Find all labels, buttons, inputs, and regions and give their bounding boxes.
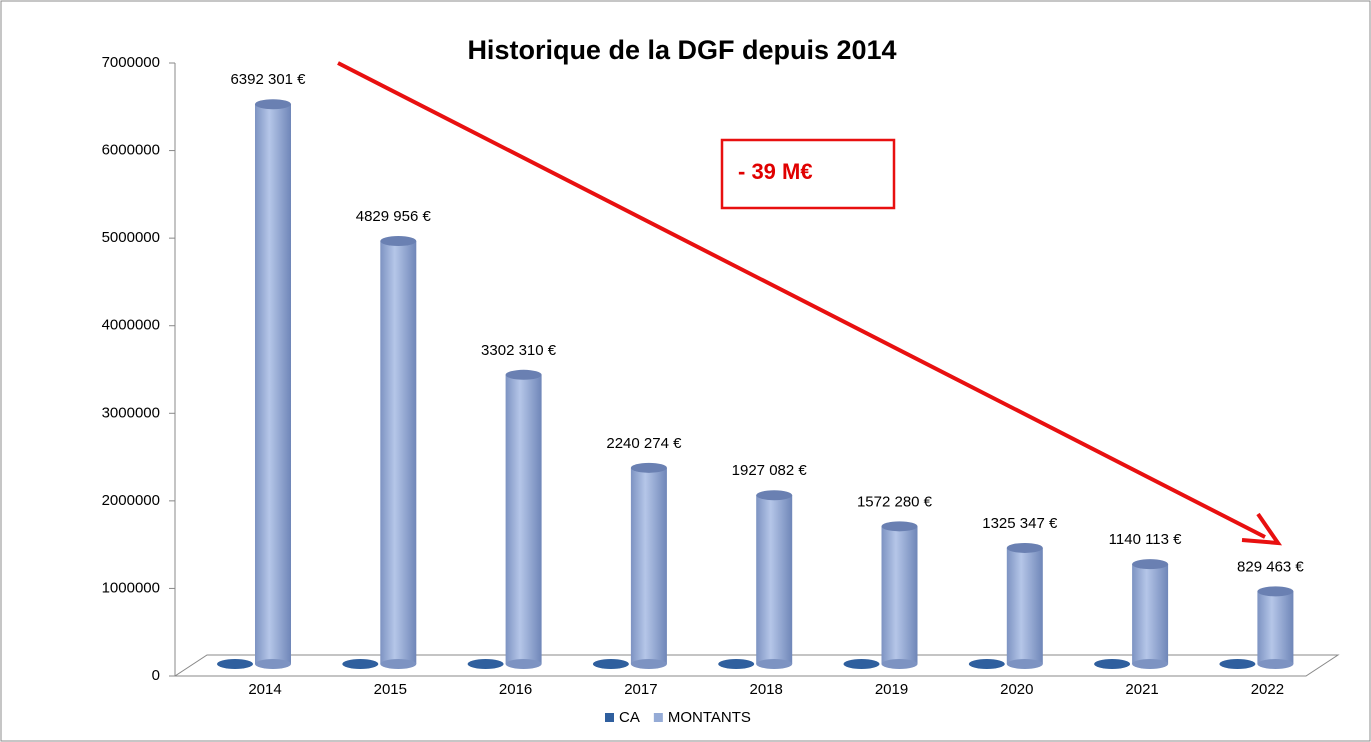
x-tick-label: 2021 bbox=[1125, 681, 1158, 698]
bar-base bbox=[881, 659, 918, 669]
x-tick-label: 2017 bbox=[624, 681, 657, 698]
y-tick-label: 5000000 bbox=[102, 229, 160, 246]
bar bbox=[630, 467, 667, 664]
legend-label: MONTANTS bbox=[668, 709, 751, 726]
bar bbox=[968, 659, 1005, 669]
y-tick-label: 7000000 bbox=[102, 54, 160, 71]
y-tick-label: 1000000 bbox=[102, 579, 160, 596]
x-tick-label: 2018 bbox=[750, 681, 783, 698]
arrow-head bbox=[1241, 512, 1283, 546]
x-tick-label: 2015 bbox=[374, 681, 407, 698]
bar bbox=[843, 659, 880, 669]
bar bbox=[380, 241, 417, 664]
bar bbox=[255, 104, 291, 665]
value-label: 2240 274 € bbox=[606, 435, 682, 452]
value-label: 6392 301 € bbox=[230, 71, 306, 88]
value-label: 1572 280 € bbox=[857, 493, 933, 510]
bar bbox=[1219, 659, 1256, 669]
x-tick-label: 2014 bbox=[248, 681, 281, 698]
bar-top bbox=[380, 236, 417, 247]
bar-base bbox=[255, 659, 291, 669]
bar bbox=[592, 659, 629, 669]
y-tick-label: 2000000 bbox=[102, 492, 160, 509]
x-tick-label: 2016 bbox=[499, 681, 532, 698]
bar-base bbox=[630, 659, 667, 669]
bar bbox=[1006, 547, 1043, 664]
legend-swatch bbox=[653, 713, 663, 722]
x-tick-label: 2020 bbox=[1000, 681, 1033, 698]
y-tick-label: 4000000 bbox=[102, 317, 160, 334]
bar-top bbox=[1132, 559, 1169, 570]
chart-title: Historique de la DGF depuis 2014 bbox=[467, 35, 896, 65]
bar-top bbox=[1006, 542, 1043, 553]
bar-base bbox=[756, 659, 793, 669]
bar-base bbox=[1006, 659, 1043, 669]
bar bbox=[505, 374, 542, 664]
y-tick-label: 6000000 bbox=[102, 142, 160, 159]
value-label: 4829 956 € bbox=[356, 208, 432, 225]
bar-top bbox=[756, 490, 793, 501]
annotation-box bbox=[720, 138, 896, 210]
value-label: 829 463 € bbox=[1237, 558, 1304, 575]
legend-swatch bbox=[605, 713, 614, 722]
bar bbox=[217, 659, 253, 669]
bar-base bbox=[1257, 659, 1294, 669]
floor bbox=[173, 654, 1340, 677]
bar-top bbox=[881, 521, 918, 532]
bar bbox=[718, 659, 755, 669]
trend-arrow bbox=[337, 61, 1266, 539]
bar-top bbox=[505, 369, 542, 380]
bar bbox=[467, 659, 504, 669]
value-label: 1140 113 € bbox=[1109, 531, 1183, 548]
bar bbox=[756, 495, 793, 664]
legend-label: CA bbox=[619, 709, 640, 726]
bar-base bbox=[380, 659, 417, 669]
y-tick-label: 0 bbox=[152, 667, 160, 684]
bar-top bbox=[255, 99, 291, 110]
value-label: 1927 082 € bbox=[732, 462, 808, 479]
bar-top bbox=[1257, 586, 1294, 597]
x-tick-label: 2019 bbox=[875, 681, 908, 698]
bar bbox=[1257, 591, 1294, 664]
bar-top bbox=[630, 462, 667, 473]
bar bbox=[881, 526, 918, 664]
bar bbox=[1094, 659, 1131, 669]
bar-base bbox=[1132, 659, 1169, 669]
bar bbox=[1132, 564, 1169, 664]
bar-base bbox=[505, 659, 542, 669]
bar bbox=[342, 659, 379, 669]
x-tick-label: 2022 bbox=[1251, 681, 1284, 698]
value-label: 3302 310 € bbox=[481, 342, 557, 359]
y-tick-label: 3000000 bbox=[102, 404, 160, 421]
annotation: - 39 M€ bbox=[738, 159, 813, 184]
value-label: 1325 347 € bbox=[982, 515, 1058, 532]
